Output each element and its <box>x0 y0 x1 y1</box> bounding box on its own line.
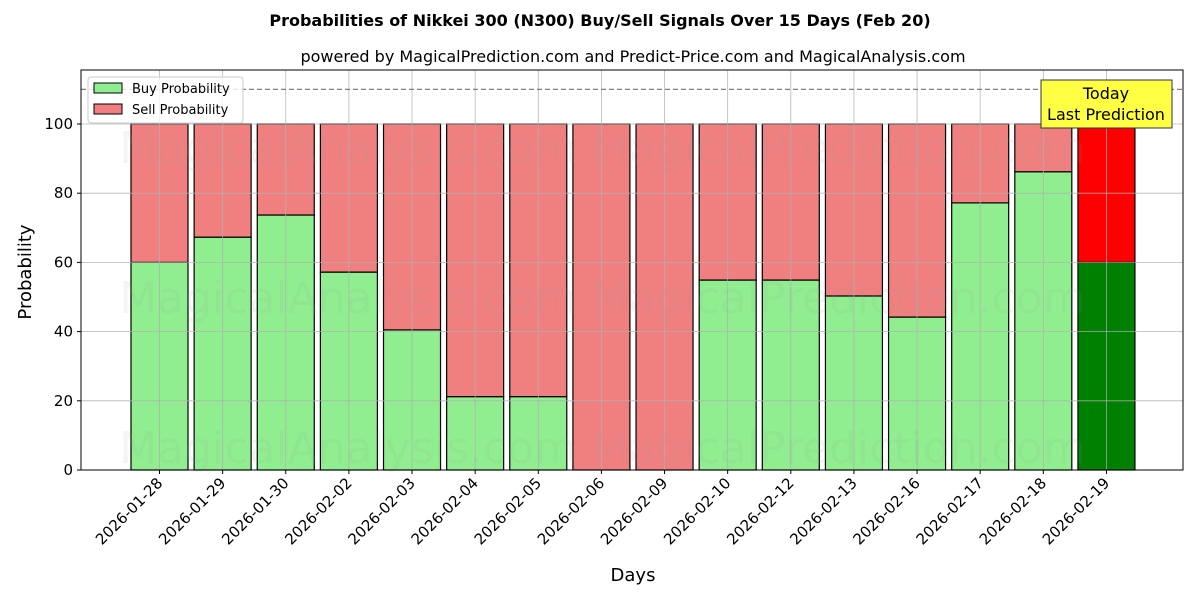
x-tick-label: 2026-02-04 <box>408 474 482 548</box>
axes-frame <box>80 69 1184 471</box>
x-tick-label: 2026-02-16 <box>850 474 924 548</box>
legend-swatch <box>93 103 123 115</box>
chart-subtitle: powered by MagicalPrediction.com and Pre… <box>300 47 965 66</box>
x-tick-label: 2026-02-09 <box>597 474 671 548</box>
y-tick-label: 100 <box>44 115 73 133</box>
watermark-text: MagicalPrediction.com <box>591 423 1086 474</box>
y-axis-label: Probability <box>15 224 36 319</box>
y-axis: 0 20 40 60 80 100 <box>44 115 81 479</box>
annotation-line1: Today <box>1082 84 1129 103</box>
legend: Buy Probability Sell Probability <box>87 76 244 124</box>
x-tick-label: 2026-02-10 <box>660 474 734 548</box>
grid <box>81 70 1183 470</box>
x-axis: 2026-01-282026-01-292026-01-302026-02-02… <box>92 470 1113 548</box>
x-tick-label: 2026-02-17 <box>913 474 987 548</box>
x-tick-label: 2026-02-18 <box>976 474 1050 548</box>
y-tick-label: 0 <box>63 461 73 479</box>
x-tick-label: 2026-02-06 <box>534 474 608 548</box>
annotation-box <box>1040 79 1173 129</box>
watermark-text: MagicalPrediction.com <box>591 123 1086 174</box>
x-tick-label: 2026-02-02 <box>281 474 355 548</box>
x-tick-label: 2026-01-30 <box>218 474 292 548</box>
x-tick-label: 2026-02-12 <box>723 474 797 548</box>
x-axis-label: Days <box>611 565 656 586</box>
x-tick-label: 2026-01-29 <box>155 474 229 548</box>
x-tick-label: 2026-02-03 <box>344 474 418 548</box>
watermark-text: MagicalAnalysis.com <box>119 123 577 174</box>
x-tick-label: 2026-02-19 <box>1039 474 1113 548</box>
plot-area: MagicalAnalysis.com MagicalPrediction.com… <box>44 69 1184 548</box>
watermark-text: MagicalAnalysis.com <box>119 423 577 474</box>
legend-label: Buy Probability <box>132 82 230 97</box>
x-tick-label: 2026-02-05 <box>471 474 545 548</box>
legend-swatch <box>93 82 123 94</box>
legend-box <box>87 76 244 124</box>
today-annotation: Today Last Prediction <box>1040 79 1173 129</box>
y-tick-label: 20 <box>54 392 73 410</box>
x-tick-label: 2026-02-13 <box>786 474 860 548</box>
y-tick-label: 60 <box>54 253 73 271</box>
annotation-line2: Last Prediction <box>1047 105 1165 124</box>
watermark-text: MagicalPrediction.com <box>591 273 1086 324</box>
watermark-text: MagicalAnalysis.com <box>119 273 577 324</box>
legend-label: Sell Probability <box>132 103 229 118</box>
y-tick-label: 80 <box>54 184 73 202</box>
y-tick-label: 40 <box>54 323 73 341</box>
chart-title: Probabilities of Nikkei 300 (N300) Buy/S… <box>269 11 930 30</box>
x-tick-label: 2026-01-28 <box>92 474 166 548</box>
watermarks: MagicalAnalysis.com MagicalPrediction.com… <box>119 123 1085 474</box>
